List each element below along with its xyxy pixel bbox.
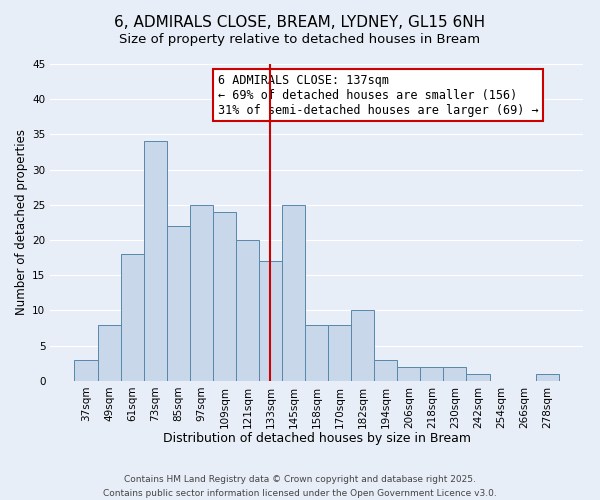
Text: 6 ADMIRALS CLOSE: 137sqm
← 69% of detached houses are smaller (156)
31% of semi-: 6 ADMIRALS CLOSE: 137sqm ← 69% of detach… — [218, 74, 539, 116]
Bar — [328, 324, 351, 381]
Bar — [259, 261, 282, 381]
Text: 6, ADMIRALS CLOSE, BREAM, LYDNEY, GL15 6NH: 6, ADMIRALS CLOSE, BREAM, LYDNEY, GL15 6… — [115, 15, 485, 30]
Bar — [143, 142, 167, 381]
X-axis label: Distribution of detached houses by size in Bream: Distribution of detached houses by size … — [163, 432, 470, 445]
Bar — [421, 367, 443, 381]
Bar — [167, 226, 190, 381]
Bar — [98, 324, 121, 381]
Bar — [282, 205, 305, 381]
Bar — [236, 240, 259, 381]
Bar — [536, 374, 559, 381]
Text: Size of property relative to detached houses in Bream: Size of property relative to detached ho… — [119, 32, 481, 46]
Bar — [397, 367, 421, 381]
Bar — [305, 324, 328, 381]
Bar — [351, 310, 374, 381]
Y-axis label: Number of detached properties: Number of detached properties — [15, 130, 28, 316]
Bar — [374, 360, 397, 381]
Bar — [74, 360, 98, 381]
Text: Contains HM Land Registry data © Crown copyright and database right 2025.
Contai: Contains HM Land Registry data © Crown c… — [103, 476, 497, 498]
Bar — [190, 205, 213, 381]
Bar — [121, 254, 143, 381]
Bar — [466, 374, 490, 381]
Bar — [213, 212, 236, 381]
Bar — [443, 367, 466, 381]
